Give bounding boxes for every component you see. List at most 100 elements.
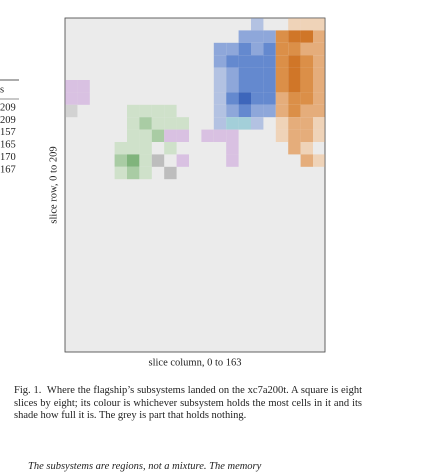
cell [275,55,289,68]
cell [213,42,227,56]
cell [226,154,239,167]
cell [238,80,251,93]
cell [238,55,251,68]
cell [127,142,140,155]
table-cell: 167 [0,164,16,175]
cell [251,42,264,56]
cell [251,55,264,68]
cell [275,117,289,130]
cell [226,129,239,142]
cell [127,166,140,180]
cell [288,129,301,142]
cell [226,80,239,93]
cell [238,117,251,130]
cell [313,117,325,130]
cell [127,129,140,142]
cell [164,104,177,118]
cell [176,117,189,130]
table-cell: 209 [0,102,16,113]
cell [226,67,239,80]
cell [213,80,227,93]
cell [251,18,264,31]
cell [213,55,227,68]
cell [313,18,325,31]
cell [251,80,264,93]
caption-text: Where the flagship’s subsystems landed o… [14,385,363,422]
table-cell: 209 [0,115,16,126]
cell [114,142,127,155]
cell [275,80,289,93]
cell [127,154,140,167]
cell [151,154,165,167]
table-cell: 170 [0,152,16,163]
cell [164,117,177,130]
cell [238,30,251,43]
cell [127,117,140,130]
cell [313,30,325,43]
table-header: s [0,84,4,95]
cell [226,104,239,118]
cell [263,104,276,118]
cell [313,104,325,118]
y-axis-label: slice row, 0 to 209 [48,146,59,223]
cell [263,30,276,43]
cell [151,117,165,130]
cell [164,166,177,180]
cell [275,129,289,142]
cell [226,142,239,155]
cell [151,129,165,142]
cell [238,92,251,105]
cell [288,117,301,130]
cell [263,92,276,105]
cell [139,142,152,155]
cell [213,92,227,105]
cell [65,80,78,93]
table-cell: 157 [0,127,16,138]
x-axis-label: slice column, 0 to 163 [148,357,241,368]
cell [275,30,289,43]
cell [288,92,301,105]
cell [238,67,251,80]
cell [300,67,313,80]
cell [213,129,227,142]
cell [313,129,325,142]
cell [139,104,152,118]
cell [288,18,301,31]
cell [263,67,276,80]
cell [114,166,127,180]
cell [251,92,264,105]
cell [288,30,301,43]
cell [313,80,325,93]
cell [263,80,276,93]
cell [201,129,214,142]
cell [313,92,325,105]
cell [251,117,264,130]
cell [263,55,276,68]
cell [313,55,325,68]
cell [213,104,227,118]
cell [226,55,239,68]
plot-frame [64,17,326,353]
cell [263,42,276,56]
cell [300,129,313,142]
cell [251,67,264,80]
cell [65,92,78,105]
cell [139,117,152,130]
cell [176,129,189,142]
caption-label: Fig. 1. [14,385,42,396]
cell [226,92,239,105]
cell [288,67,301,80]
cell [164,142,177,155]
cell [300,18,313,31]
caption: Fig. 1. Where the flagship’s subsystems … [14,385,362,423]
cell [300,154,313,167]
cell [251,104,264,118]
cell [313,154,325,167]
cell [77,80,90,93]
cell [288,42,301,56]
cell [238,42,251,56]
body-paragraph: The subsystems are regions, not a mixtur… [28,461,262,472]
cell [238,104,251,118]
